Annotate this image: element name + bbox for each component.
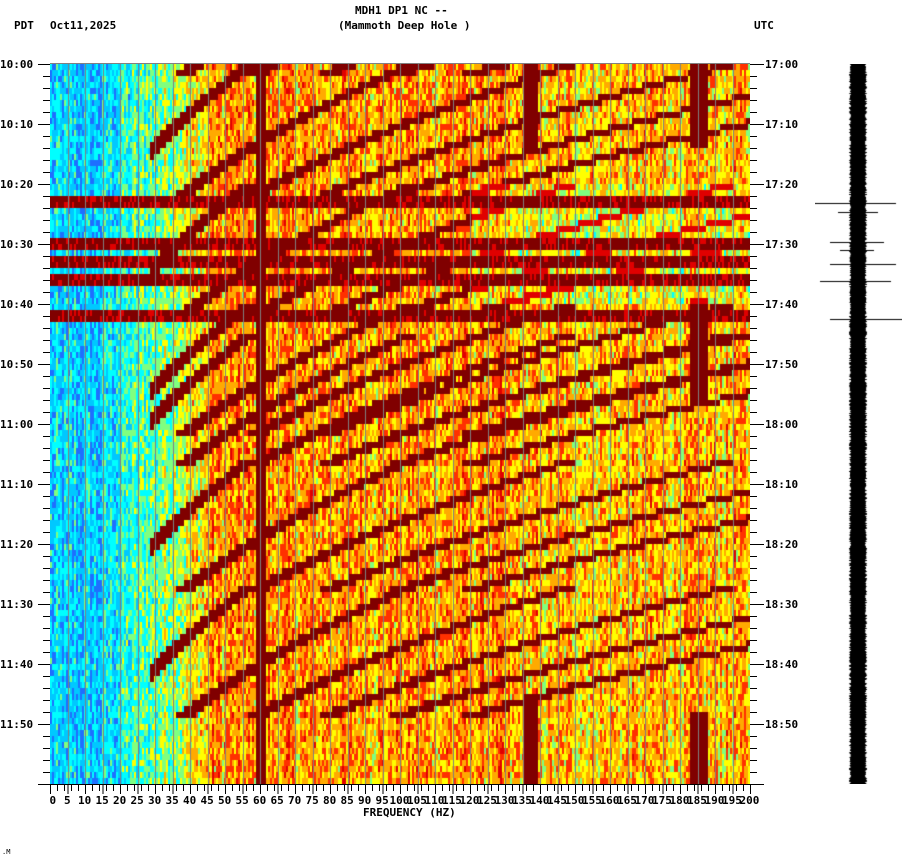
time-tick-label-right: 18:10 (765, 478, 799, 491)
frequency-tick-label: 200 (739, 794, 760, 807)
frequency-tick-label: 185 (687, 794, 707, 807)
frequency-tick-label: 105 (407, 794, 427, 807)
right-timezone-label: UTC (754, 19, 774, 32)
frequency-tick-label: 10 (78, 794, 92, 807)
frequency-tick-label: 180 (669, 794, 690, 807)
frequency-tick-label: 50 (218, 794, 232, 807)
time-tick-label-left: 10:50 (0, 358, 34, 371)
time-tick-label-right: 18:30 (765, 598, 799, 611)
frequency-tick-label: 0 (49, 794, 57, 807)
spectrogram-plot (50, 64, 750, 784)
time-tick-label-right: 18:20 (765, 538, 799, 551)
frequency-tick-label: 150 (564, 794, 585, 807)
date-label: Oct11,2025 (50, 19, 117, 32)
frequency-tick-label: 30 (148, 794, 162, 807)
frequency-tick-label: 75 (305, 794, 319, 807)
frequency-tick-label: 165 (617, 794, 637, 807)
time-tick-label-left: 10:20 (0, 178, 34, 191)
frequency-tick-label: 55 (235, 794, 249, 807)
frequency-tick-label: 190 (704, 794, 725, 807)
frequency-tick-label: 40 (183, 794, 197, 807)
time-tick-label-left: 11:50 (0, 718, 34, 731)
time-tick-label-right: 17:50 (765, 358, 799, 371)
time-tick-label-left: 10:00 (0, 58, 34, 71)
time-tick-label-right: 17:30 (765, 238, 799, 251)
time-tick-label-right: 17:40 (765, 298, 799, 311)
frequency-tick-label: 80 (323, 794, 337, 807)
frequency-tick-label: 85 (340, 794, 354, 807)
frequency-tick-label: 125 (477, 794, 497, 807)
time-tick-label-left: 10:40 (0, 298, 34, 311)
spectrogram-heatmap (50, 64, 750, 784)
time-tick-label-left: 11:30 (0, 598, 34, 611)
corner-marker: .M (2, 848, 11, 856)
frequency-tick-label: 135 (512, 794, 532, 807)
frequency-tick-label: 90 (358, 794, 372, 807)
frequency-tick-label: 45 (200, 794, 214, 807)
frequency-tick-label: 70 (288, 794, 302, 807)
time-tick-label-left: 11:00 (0, 418, 34, 431)
frequency-tick-label: 170 (634, 794, 655, 807)
seismogram-trace (815, 64, 902, 784)
time-tick-label-right: 17:00 (765, 58, 799, 71)
frequency-tick-label: 20 (113, 794, 127, 807)
frequency-tick-label: 140 (529, 794, 550, 807)
frequency-tick-label: 130 (494, 794, 515, 807)
frequency-tick-label: 95 (375, 794, 389, 807)
frequency-tick-label: 65 (270, 794, 284, 807)
time-tick-label-right: 17:20 (765, 178, 799, 191)
time-tick-label-left: 10:30 (0, 238, 34, 251)
frequency-tick-label: 25 (130, 794, 144, 807)
time-tick-label-left: 11:20 (0, 538, 34, 551)
time-tick-label-right: 18:00 (765, 418, 799, 431)
frequency-tick-label: 195 (722, 794, 742, 807)
frequency-tick-label: 120 (459, 794, 480, 807)
frequency-tick-label: 175 (652, 794, 672, 807)
frequency-tick-label: 60 (253, 794, 267, 807)
station-title: MDH1 DP1 NC -- (355, 4, 448, 17)
frequency-tick-label: 35 (165, 794, 179, 807)
frequency-axis-label: FREQUENCY (HZ) (363, 806, 456, 819)
station-name: (Mammoth Deep Hole ) (338, 19, 471, 32)
frequency-tick-label: 145 (547, 794, 567, 807)
time-tick-label-left: 10:10 (0, 118, 34, 131)
frequency-tick-label: 110 (424, 794, 445, 807)
frequency-tick-label: 115 (442, 794, 462, 807)
left-timezone-label: PDT (14, 19, 34, 32)
time-tick-label-left: 11:40 (0, 658, 34, 671)
time-tick-label-left: 11:10 (0, 478, 34, 491)
frequency-tick-label: 15 (95, 794, 109, 807)
seismogram-waveform (815, 64, 902, 784)
time-tick-label-right: 18:50 (765, 718, 799, 731)
frequency-tick-label: 155 (582, 794, 602, 807)
frequency-tick-label: 5 (64, 794, 71, 807)
frequency-tick-label: 100 (389, 794, 410, 807)
frequency-tick-label: 160 (599, 794, 620, 807)
time-tick-label-right: 17:10 (765, 118, 799, 131)
time-tick-label-right: 18:40 (765, 658, 799, 671)
